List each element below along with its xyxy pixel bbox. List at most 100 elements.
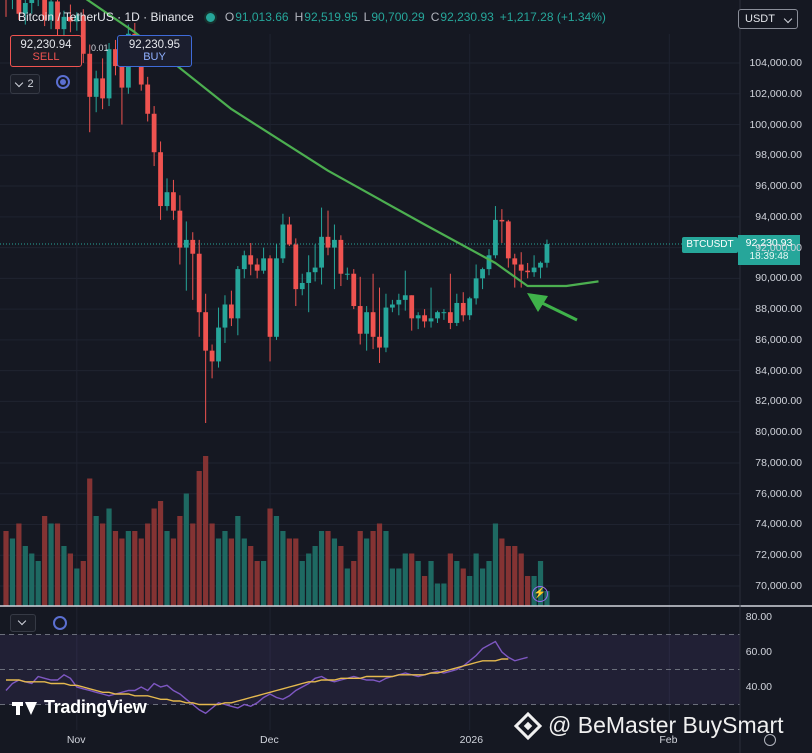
candle-body <box>16 0 22 14</box>
candle-body <box>454 302 460 323</box>
volume-bar <box>132 531 138 606</box>
candle-body <box>171 192 176 211</box>
candle-body <box>435 312 440 319</box>
bar-countdown: 18:39:48 <box>749 251 789 262</box>
indicators-toggle[interactable]: 2 <box>10 74 40 94</box>
candle-body <box>87 53 93 97</box>
volume-bar <box>170 538 177 606</box>
close-key: C <box>430 10 440 24</box>
candle-body <box>499 219 505 222</box>
chevron-down-icon <box>783 14 793 24</box>
candle-body <box>241 255 247 270</box>
sell-button[interactable]: 92,230.94 SELL <box>10 35 82 67</box>
volume-bar <box>254 561 260 606</box>
volume-bar <box>396 568 402 606</box>
candle-body <box>100 78 105 99</box>
price-tick-label: 90,000.00 <box>755 272 802 285</box>
candle-body <box>80 15 86 54</box>
candle-body <box>68 16 73 22</box>
volume-bar <box>164 531 170 606</box>
volume-bar <box>299 561 305 606</box>
price-tick-label: 92,000.00 <box>755 241 802 254</box>
volume-bar <box>228 538 234 606</box>
candle-body <box>113 49 118 67</box>
time-tick-label: Dec <box>260 734 279 746</box>
candle-body <box>428 318 434 322</box>
volume-bar <box>447 553 453 606</box>
volume-bar <box>434 583 441 606</box>
sync-icon[interactable] <box>56 75 70 89</box>
watermark: @ BeMaster BuySmart <box>513 711 784 740</box>
volume-bar <box>29 553 35 606</box>
candle-body <box>119 66 125 88</box>
watermark-text: @ BeMaster BuySmart <box>548 712 784 738</box>
lightning-icon[interactable]: ⚡ <box>532 586 548 602</box>
candle-body <box>357 306 363 334</box>
volume-bar <box>138 538 144 606</box>
price-tick-label: 74,000.00 <box>755 518 802 531</box>
price-tick-label: 80,000.00 <box>755 426 802 439</box>
volume-bar <box>16 523 22 606</box>
currency-select[interactable]: USDT <box>738 9 798 29</box>
candle-body <box>261 258 266 271</box>
candle-body <box>229 304 234 319</box>
candle-body <box>512 258 518 265</box>
volume-bar <box>80 561 86 606</box>
volume-bar <box>61 546 67 606</box>
volume-bar <box>486 561 492 606</box>
volume-bar <box>364 538 370 606</box>
volume-bar <box>177 516 183 606</box>
volume-bar <box>383 531 389 606</box>
candle-body <box>544 244 550 263</box>
price-grid <box>0 34 740 730</box>
gear-icon[interactable] <box>764 734 776 746</box>
volume-bar <box>183 493 189 606</box>
volume-bar <box>428 561 434 606</box>
candle-body <box>396 299 402 305</box>
volume-bar <box>273 516 280 606</box>
volume-bar <box>35 561 41 606</box>
candle-body <box>312 267 318 273</box>
volume-bars <box>3 456 550 606</box>
spread-value: 0.01 <box>91 43 109 53</box>
candle-body <box>145 84 151 114</box>
candle-body <box>467 298 473 316</box>
volume-bar <box>145 523 151 606</box>
price-tick-label: 78,000.00 <box>755 456 802 469</box>
candle-body <box>183 239 189 248</box>
candle-body <box>460 302 466 316</box>
candle-body <box>61 16 67 30</box>
volume-bar <box>454 561 460 606</box>
candle-body <box>351 273 357 307</box>
volume-bar <box>331 538 338 606</box>
rsi-pane <box>0 634 740 715</box>
candle-body <box>493 219 498 256</box>
volume-bar <box>415 561 421 606</box>
volume-bar <box>3 531 9 606</box>
tradingview-logo[interactable]: TradingView <box>12 697 147 718</box>
buy-button[interactable]: 92,230.95 BUY <box>117 35 192 67</box>
volume-bar <box>467 576 473 606</box>
candle-body <box>151 113 157 153</box>
symbol-price-tag: BTCUSDT <box>682 237 738 253</box>
candle-body <box>480 269 485 279</box>
price-tick-label: 104,000.00 <box>749 57 802 69</box>
symbol-title[interactable]: Bitcoin / TetherUS · 1D · Binance <box>18 10 194 24</box>
candle-body <box>203 312 209 351</box>
volume-bar <box>306 553 312 606</box>
volume-bar <box>492 523 499 606</box>
binance-icon <box>513 711 543 740</box>
time-tick-label: 2026 <box>459 734 484 746</box>
market-open-icon <box>203 10 217 24</box>
volume-bar <box>196 471 202 606</box>
sync-icon[interactable] <box>53 616 67 630</box>
rsi-collapse-button[interactable] <box>10 614 36 632</box>
change-value: +1,217.28 (+1.34%) <box>499 10 606 24</box>
candle-body <box>48 1 54 20</box>
candle-body <box>293 244 299 290</box>
candle-body <box>158 152 163 207</box>
candle-body <box>106 49 112 99</box>
volume-bar <box>441 583 447 606</box>
annotation-arrow <box>527 293 578 322</box>
